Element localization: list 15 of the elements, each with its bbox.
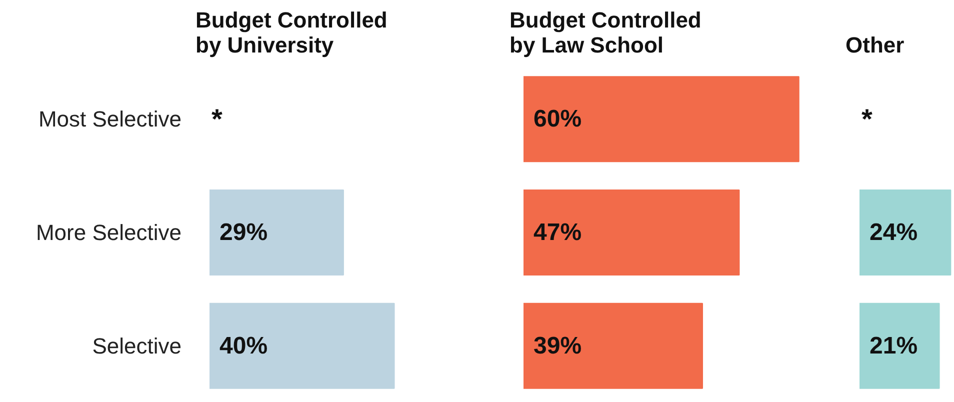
data-label: 21% <box>870 332 918 360</box>
annotation: * <box>862 104 872 135</box>
chart-title: Other <box>846 32 905 58</box>
y-tick-label: Most Selective <box>38 106 182 132</box>
data-label: 39% <box>534 332 582 360</box>
y-tick-label: More Selective <box>36 220 182 245</box>
data-label: 47% <box>534 219 582 246</box>
y-tick-label: Selective <box>92 333 182 358</box>
data-label: 60% <box>534 106 582 133</box>
annotation: * <box>212 104 222 135</box>
data-label: 24% <box>870 219 918 246</box>
data-label: 40% <box>220 332 268 360</box>
data-label: 29% <box>220 219 268 246</box>
chart-title: Budget Controlled by Law School <box>510 8 702 58</box>
chart-title: Budget Controlled by University <box>196 8 388 58</box>
